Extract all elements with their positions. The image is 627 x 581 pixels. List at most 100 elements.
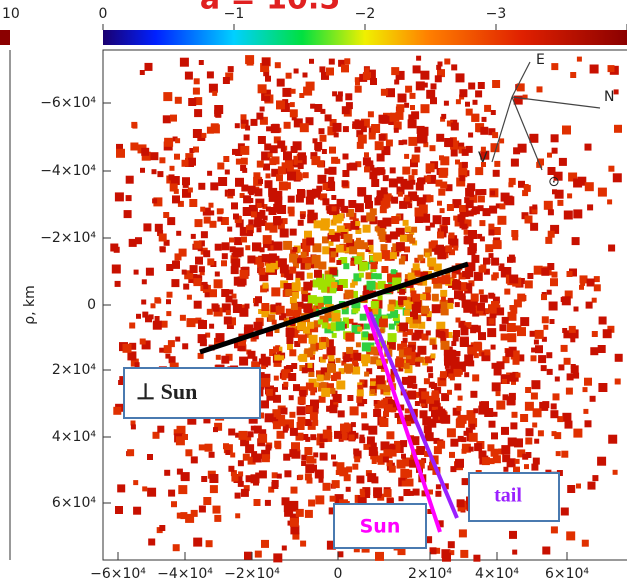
- heat-cell: [555, 451, 561, 457]
- heat-cell: [472, 99, 478, 105]
- heat-cell: [165, 353, 171, 359]
- heat-cell: [335, 321, 345, 331]
- heat-cell: [215, 333, 225, 343]
- heat-cell: [259, 219, 265, 226]
- heat-cell: [362, 331, 369, 338]
- heat-cell: [492, 272, 499, 279]
- heat-cell: [273, 216, 282, 224]
- heat-cell: [429, 547, 437, 555]
- heat-cell: [212, 90, 218, 96]
- heat-cell: [167, 217, 176, 226]
- heat-cell: [355, 161, 362, 168]
- heat-cell: [392, 272, 402, 282]
- y-tick-label: 2×10⁴: [52, 362, 96, 378]
- heat-cell: [291, 115, 297, 121]
- heat-cell: [566, 531, 576, 541]
- heat-cell: [289, 296, 297, 304]
- heat-cell: [436, 133, 445, 142]
- heat-cell: [414, 300, 422, 308]
- heat-cell: [489, 310, 497, 318]
- heat-cell: [427, 509, 433, 514]
- heat-cell: [490, 293, 496, 299]
- heat-cell: [342, 180, 348, 187]
- heat-cell: [330, 399, 336, 406]
- heat-cell: [253, 172, 261, 180]
- heat-cell: [395, 227, 405, 237]
- heat-cell: [253, 425, 262, 434]
- heat-cell: [141, 299, 147, 305]
- heat-cell: [369, 208, 377, 216]
- heat-cell: [490, 344, 496, 350]
- heat-cell: [394, 413, 400, 418]
- y-axis-label: ρ, km: [22, 285, 38, 325]
- heat-cell: [471, 113, 480, 122]
- heat-cell: [297, 416, 306, 425]
- heat-cell: [238, 337, 246, 346]
- heat-cell: [351, 299, 361, 309]
- heat-cell: [295, 173, 303, 181]
- heat-cell: [330, 375, 337, 381]
- heat-cell: [455, 159, 460, 165]
- heat-cell: [444, 363, 450, 369]
- heat-cell: [321, 387, 331, 397]
- y-tick-label: 0: [87, 297, 96, 313]
- heat-cell: [199, 270, 205, 276]
- heat-cell: [355, 120, 365, 130]
- heat-cell: [387, 399, 393, 405]
- heat-cell: [468, 230, 477, 239]
- heat-cell: [277, 205, 287, 214]
- heat-cell: [547, 263, 555, 270]
- heat-cell: [361, 354, 371, 364]
- heat-cell: [128, 238, 137, 247]
- heat-cell: [359, 488, 365, 494]
- heat-cell: [449, 451, 455, 458]
- heat-cell: [159, 246, 166, 253]
- heat-cell: [520, 414, 529, 422]
- heat-cell: [198, 320, 207, 329]
- heat-cell: [420, 70, 430, 80]
- heat-cell: [302, 244, 311, 252]
- heat-cell: [343, 263, 350, 270]
- heat-cell: [305, 406, 313, 414]
- heat-cell: [607, 199, 613, 205]
- heat-cell: [391, 67, 400, 76]
- heat-cell: [194, 109, 203, 118]
- heat-cell: [222, 77, 230, 84]
- heat-cell: [481, 457, 490, 466]
- heat-cell: [466, 262, 476, 272]
- heat-cell: [488, 420, 496, 428]
- heat-cell: [496, 307, 503, 314]
- heat-cell: [311, 254, 321, 264]
- heat-cell: [391, 196, 399, 204]
- heat-cell: [478, 405, 488, 415]
- heat-cell: [484, 104, 492, 112]
- heat-cell: [421, 305, 429, 314]
- heat-cell: [175, 138, 181, 144]
- heat-cell: [511, 230, 519, 237]
- heat-cell: [397, 191, 403, 197]
- heat-cell: [238, 471, 244, 477]
- heat-cell: [543, 200, 553, 210]
- heat-cell: [280, 407, 288, 415]
- heat-cell: [262, 235, 272, 245]
- heat-cell: [443, 100, 449, 106]
- heat-cell: [217, 162, 225, 170]
- heat-cell: [368, 244, 374, 250]
- y-tick-label: −6×10⁴: [40, 95, 96, 111]
- heat-cell: [267, 254, 276, 263]
- heat-cell: [253, 321, 263, 331]
- heat-cell: [614, 124, 622, 133]
- heat-cell: [308, 371, 315, 377]
- heat-cell: [179, 57, 189, 67]
- heat-cell: [305, 117, 314, 126]
- heat-cell: [336, 198, 345, 207]
- heat-cell: [412, 383, 418, 389]
- heat-cell: [480, 126, 489, 135]
- compass-arrow: [511, 96, 543, 171]
- heat-cell: [303, 303, 313, 313]
- heat-cell: [482, 208, 491, 217]
- heat-cell: [470, 390, 478, 398]
- heat-cell: [463, 361, 469, 367]
- heat-cell: [433, 437, 440, 444]
- heat-cell: [361, 242, 369, 250]
